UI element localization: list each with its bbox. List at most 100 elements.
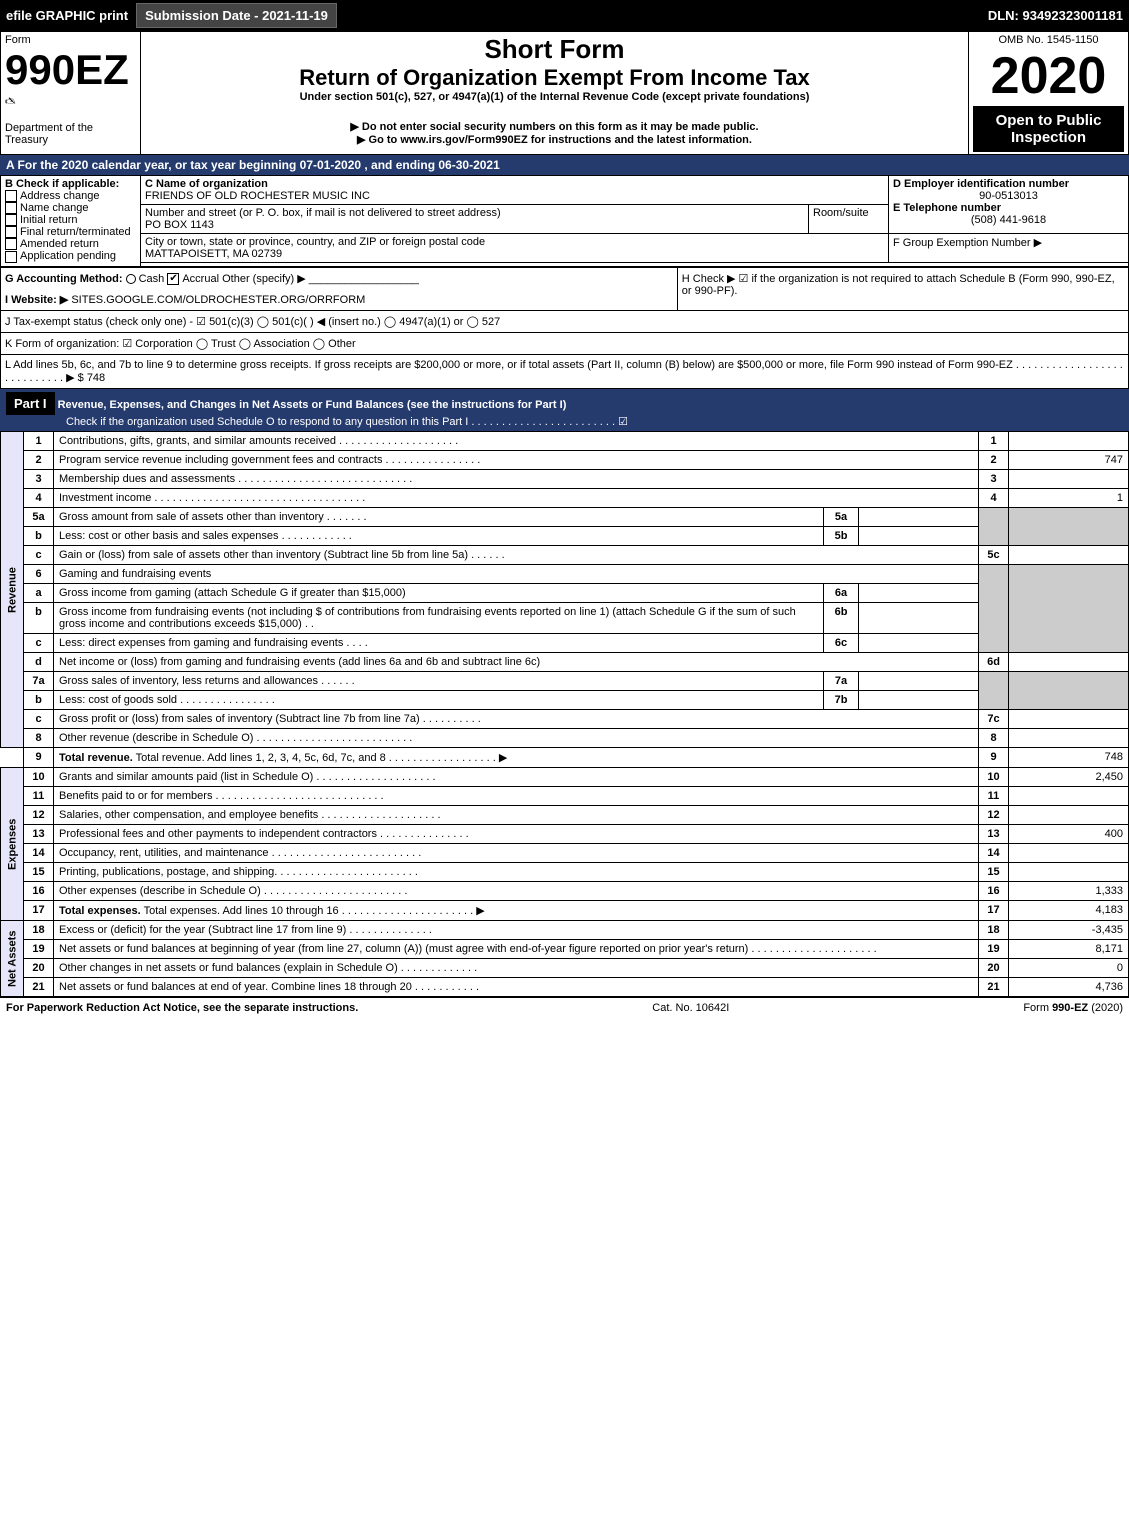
org-info-block: B Check if applicable: Address change Na… [0, 175, 1129, 267]
line-3-rn: 3 [979, 470, 1009, 489]
room-suite-label: Room/suite [809, 205, 889, 234]
line-19-num: 19 [24, 940, 54, 959]
line-4-num: 4 [24, 489, 54, 508]
line-17-val: 4,183 [1009, 901, 1129, 921]
line-5b-mv [859, 527, 979, 546]
line-18-num: 18 [24, 921, 54, 940]
return-title: Return of Organization Exempt From Incom… [145, 65, 964, 91]
address-change-check[interactable] [5, 190, 17, 202]
grey-6abc [979, 565, 1009, 653]
dept-treasury: Department of the Treasury [5, 122, 136, 146]
line-21-rn: 21 [979, 978, 1009, 997]
line-13-val: 400 [1009, 825, 1129, 844]
org-name: FRIENDS OF OLD ROCHESTER MUSIC INC [145, 190, 884, 202]
line-7c-val [1009, 710, 1129, 729]
amended-return-label: Amended return [20, 238, 99, 250]
line-15-val [1009, 863, 1129, 882]
line-5c-rn: 5c [979, 546, 1009, 565]
check-if-applicable: B Check if applicable: [5, 178, 136, 190]
other-specify-label: Other (specify) ▶ [222, 273, 306, 285]
line-9-num: 9 [24, 748, 54, 768]
final-return-label: Final return/terminated [20, 226, 131, 238]
application-pending-check[interactable] [5, 251, 17, 263]
line-2-text: Program service revenue including govern… [54, 451, 979, 470]
line-4-rn: 4 [979, 489, 1009, 508]
phone-value: (508) 441-9618 [893, 214, 1124, 226]
line-20-num: 20 [24, 959, 54, 978]
line-21-val: 4,736 [1009, 978, 1129, 997]
cash-label: Cash [139, 273, 165, 285]
ssn-warning: ▶ Do not enter social security numbers o… [145, 120, 964, 133]
line-5a-text: Gross amount from sale of assets other t… [54, 508, 824, 527]
omb-number: OMB No. 1545-1150 [973, 34, 1124, 46]
netassets-vlabel: Net Assets [1, 921, 24, 997]
cash-radio[interactable] [126, 274, 136, 284]
line-18-text: Excess or (deficit) for the year (Subtra… [54, 921, 979, 940]
paperwork-notice: For Paperwork Reduction Act Notice, see … [6, 1002, 358, 1014]
line-7b-num: b [24, 691, 54, 710]
part1-checkline: Check if the organization used Schedule … [6, 415, 1123, 428]
line-17-rn: 17 [979, 901, 1009, 921]
accrual-check[interactable] [167, 273, 179, 285]
line-18-rn: 18 [979, 921, 1009, 940]
d-ein-label: D Employer identification number [893, 178, 1124, 190]
subtitle: Under section 501(c), 527, or 4947(a)(1)… [145, 91, 964, 103]
line-19-val: 8,171 [1009, 940, 1129, 959]
line-7c-text: Gross profit or (loss) from sales of inv… [54, 710, 979, 729]
line-14-num: 14 [24, 844, 54, 863]
grey-5ab [979, 508, 1009, 546]
line-21-text: Net assets or fund balances at end of ye… [54, 978, 979, 997]
line-6d-rn: 6d [979, 653, 1009, 672]
line-6d-val [1009, 653, 1129, 672]
k-form-org: K Form of organization: ☑ Corporation ◯ … [1, 333, 1129, 355]
page-footer: For Paperwork Reduction Act Notice, see … [0, 997, 1129, 1018]
final-return-check[interactable] [5, 226, 17, 238]
h-check: H Check ▶ ☑ if the organization is not r… [677, 268, 1128, 311]
part1-table: Revenue 1 Contributions, gifts, grants, … [0, 431, 1129, 997]
name-change-label: Name change [20, 202, 89, 214]
line-6-num: 6 [24, 565, 54, 584]
goto-link[interactable]: ▶ Go to www.irs.gov/Form990EZ for instru… [145, 133, 964, 146]
short-form-title: Short Form [145, 34, 964, 65]
line-12-rn: 12 [979, 806, 1009, 825]
name-change-check[interactable] [5, 202, 17, 214]
line-8-val [1009, 729, 1129, 748]
line-13-num: 13 [24, 825, 54, 844]
form-ref: Form 990-EZ (2020) [1023, 1002, 1123, 1014]
line-12-val [1009, 806, 1129, 825]
address-change-label: Address change [20, 190, 100, 202]
f-group-exempt: F Group Exemption Number ▶ [889, 234, 1129, 263]
line-20-text: Other changes in net assets or fund bala… [54, 959, 979, 978]
line-5a-mn: 5a [824, 508, 859, 527]
line-9-rn: 9 [979, 748, 1009, 768]
initial-return-label: Initial return [20, 214, 77, 226]
form-header: Form 990EZ 🖎 Department of the Treasury … [0, 31, 1129, 155]
efile-label[interactable]: efile GRAPHIC print [6, 8, 128, 23]
line-14-val [1009, 844, 1129, 863]
amended-return-check[interactable] [5, 238, 17, 250]
line-7a-num: 7a [24, 672, 54, 691]
checklist-block: G Accounting Method: Cash Accrual Other … [0, 267, 1129, 389]
line-11-val [1009, 787, 1129, 806]
line-6c-num: c [24, 634, 54, 653]
line-6b-num: b [24, 603, 54, 634]
i-label: I Website: ▶ [5, 294, 68, 306]
line-7b-mv [859, 691, 979, 710]
e-phone-label: E Telephone number [893, 202, 1124, 214]
top-bar: efile GRAPHIC print Submission Date - 20… [0, 0, 1129, 31]
line-3-text: Membership dues and assessments . . . . … [54, 470, 979, 489]
form-number: 990EZ [5, 46, 136, 94]
line-20-val: 0 [1009, 959, 1129, 978]
line-16-val: 1,333 [1009, 882, 1129, 901]
initial-return-check[interactable] [5, 214, 17, 226]
line-19-rn: 19 [979, 940, 1009, 959]
line-6b-text: Gross income from fundraising events (no… [54, 603, 824, 634]
line-16-num: 16 [24, 882, 54, 901]
part1-badge: Part I [6, 392, 55, 415]
line-12-text: Salaries, other compensation, and employ… [54, 806, 979, 825]
line-6c-mv [859, 634, 979, 653]
line-7a-text: Gross sales of inventory, less returns a… [54, 672, 824, 691]
website-value[interactable]: SITES.GOOGLE.COM/OLDROCHESTER.ORG/ORRFOR… [71, 294, 365, 306]
line-13-text: Professional fees and other payments to … [54, 825, 979, 844]
line-8-text: Other revenue (describe in Schedule O) .… [54, 729, 979, 748]
